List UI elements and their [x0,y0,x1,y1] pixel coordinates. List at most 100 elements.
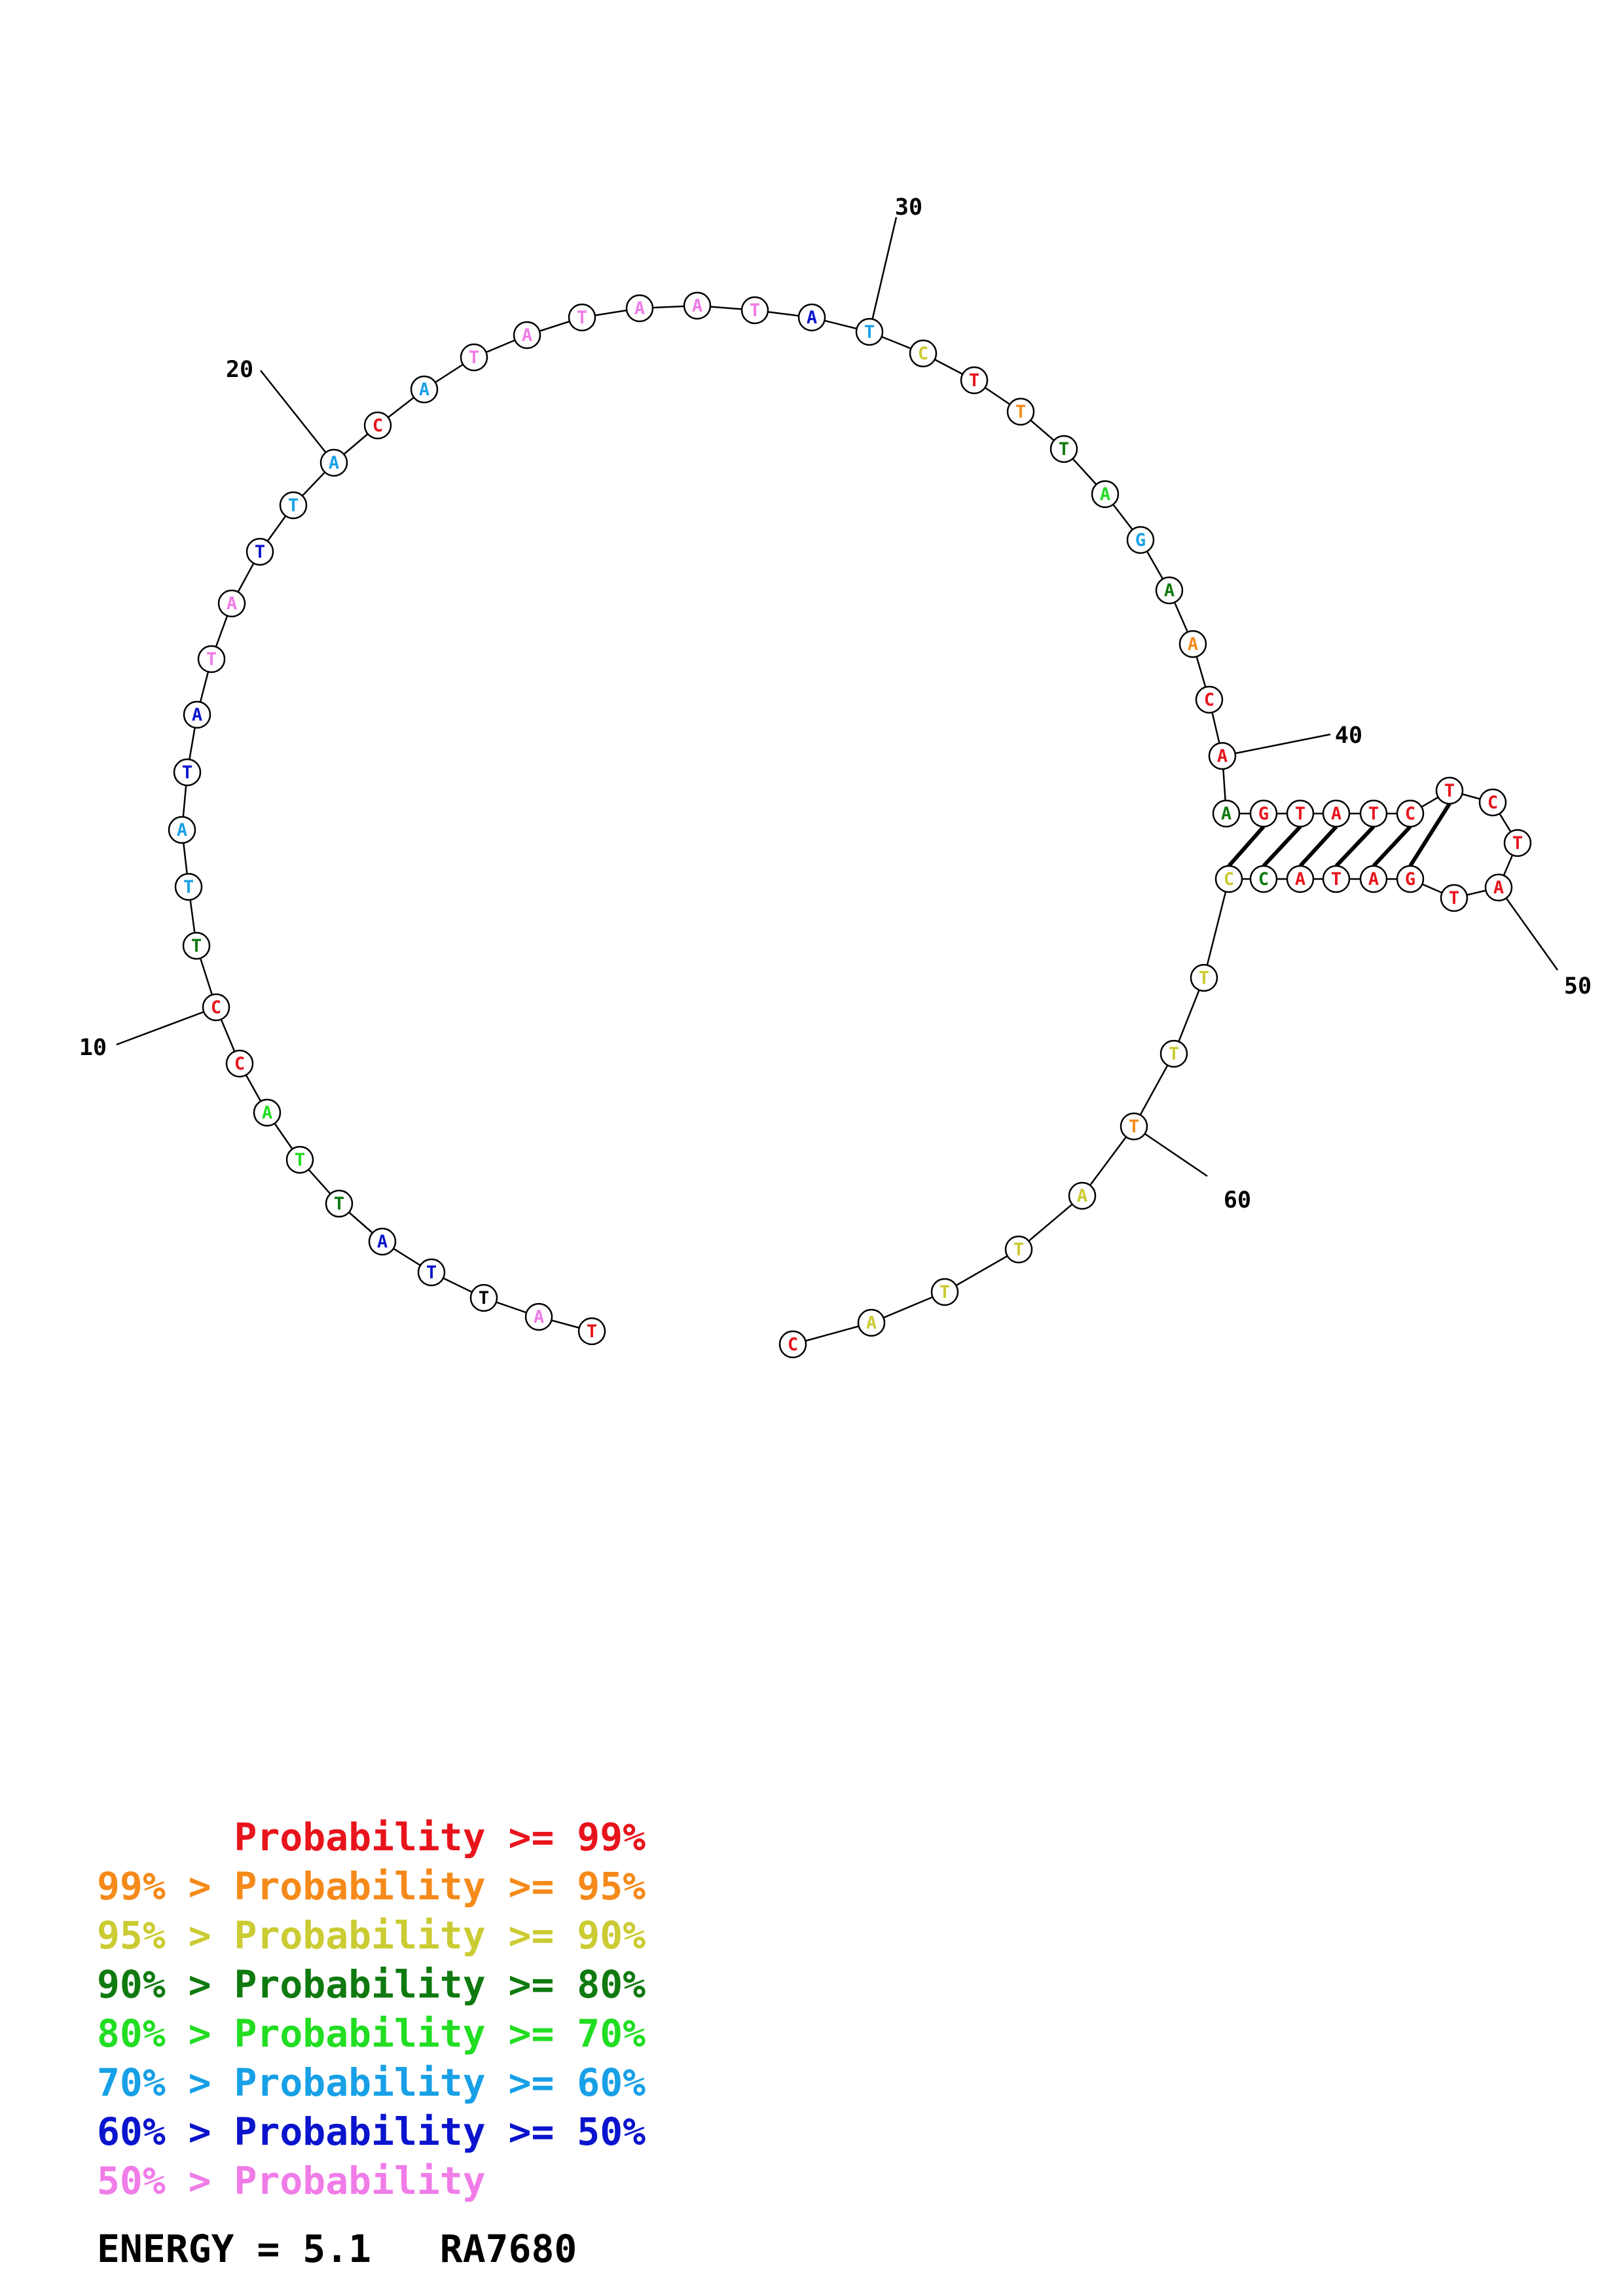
nucleotide-letter: T [255,542,265,562]
backbone-link [1081,1126,1135,1196]
nucleotide-circle [279,491,308,520]
nucleotide: T [577,1317,606,1346]
nucleotide-letter: T [969,370,979,391]
nucleotide-letter: G [1258,804,1269,824]
legend-label: Probability [234,2159,486,2203]
energy-value: ENERGY = 5.1 [97,2227,372,2271]
nucleotide-circle [183,700,211,729]
nucleotide-letter: A [534,1307,544,1327]
legend-prefix: 60% > [97,2109,234,2154]
nucleotide-letter: C [1405,804,1415,824]
nucleotide-letter: A [227,594,237,614]
nucleotide-letter: A [1368,869,1379,889]
nucleotide: A [513,321,541,350]
position-marker-line [1133,1125,1208,1177]
nucleotide-circle [1190,963,1218,992]
nucleotide: T [1120,1112,1148,1141]
nucleotide-circle [577,1317,606,1346]
nucleotide-letter: A [1295,869,1305,889]
nucleotide-circle [319,448,348,477]
nucleotide-letter: A [1164,581,1175,601]
structure-name: RA7680 [439,2227,577,2271]
nucleotide-circle [513,321,541,350]
nucleotide: T [325,1189,354,1218]
nucleotide-letter: A [377,1232,388,1252]
legend-entry: 60% > Probability >= 50% [97,2108,646,2157]
nucleotide: C [225,1049,254,1078]
backbone-link [1203,878,1230,978]
nucleotide-circle [1359,799,1388,828]
nucleotide: A [183,700,211,729]
nucleotide: G [1126,526,1155,554]
nucleotide-letter: T [939,1282,950,1302]
nucleotide-letter: G [1135,530,1146,550]
nucleotide: A [1208,742,1237,770]
nucleotide-letter: C [1204,690,1214,710]
nucleotide-letter: T [469,348,479,368]
nucleotide-circle [410,375,439,404]
nucleotide: T [960,366,989,395]
nucleotide: C [1249,865,1278,893]
nucleotide: T [1359,799,1388,828]
legend-prefix: 80% > [97,2011,234,2056]
base-pair-bond [1334,825,1376,868]
nucleotide-letter: T [1015,402,1026,422]
nucleotide-circle [173,758,202,787]
nucleotide-letter: T [1449,888,1459,908]
nucleotide-circle [1435,776,1464,805]
nucleotide-letter: T [182,762,192,783]
nucleotide: A [524,1302,553,1331]
nucleotide: T [740,296,769,325]
position-marker-label: 30 [895,194,922,221]
nucleotide-letter: T [191,936,202,956]
legend-prefix: 99% > [97,1864,234,1909]
nucleotide-circle [1195,685,1224,714]
nucleotide-letter: C [1224,869,1234,889]
nucleotide: C [363,411,392,440]
nucleotide-circle [285,1145,314,1174]
nucleotide-letter: T [864,322,875,342]
position-marker-line [1497,887,1559,971]
nucleotide-circle [1178,630,1207,658]
nucleotide-circle [253,1098,282,1127]
nucleotide-letter: T [1295,804,1305,824]
nucleotide-circle [1006,397,1035,426]
legend-label: Probability >= 50% [234,2109,646,2154]
nucleotide-letter: G [1405,869,1415,889]
nucleotide-circle [1286,799,1315,828]
nucleotide: C [1195,685,1224,714]
nucleotide-letter: A [522,325,532,346]
nucleotide-circle [625,294,654,323]
legend-prefix: 90% > [97,1962,234,2007]
nucleotide: A [1286,865,1315,893]
nucleotide-letter: T [288,495,299,516]
nucleotide-circle [568,303,596,332]
nucleotide-letter: A [1188,634,1198,655]
nucleotide-circle [1396,865,1425,893]
nucleotide-letter: C [1258,869,1269,889]
nucleotide-letter: A [692,296,702,316]
nucleotide: G [1396,865,1425,893]
nucleotide-circle [1396,799,1425,828]
nucleotide: T [1190,963,1218,992]
position-marker-line [260,370,335,463]
nucleotide: T [460,343,488,372]
nucleotide-letter: A [419,380,429,400]
nucleotide: T [1006,397,1035,426]
nucleotide-circle [1359,865,1388,893]
nucleotide-letter: C [1487,793,1498,813]
nucleotide-circle [1068,1181,1097,1210]
nucleotide: A [1068,1181,1097,1210]
nucleotide: A [1322,799,1351,828]
nucleotide: T [173,758,202,787]
position-marker-label: 20 [226,357,253,383]
nucleotide-circle [1322,865,1351,893]
nucleotide: A [168,816,196,844]
nucleotide-circle [182,931,211,960]
nucleotide: A [217,589,246,618]
nucleotide: T [1440,884,1468,912]
legend-label: Probability >= 60% [234,2060,646,2105]
nucleotide: T [1286,799,1315,828]
nucleotide: C [778,1330,807,1359]
nucleotide: T [930,1278,959,1306]
